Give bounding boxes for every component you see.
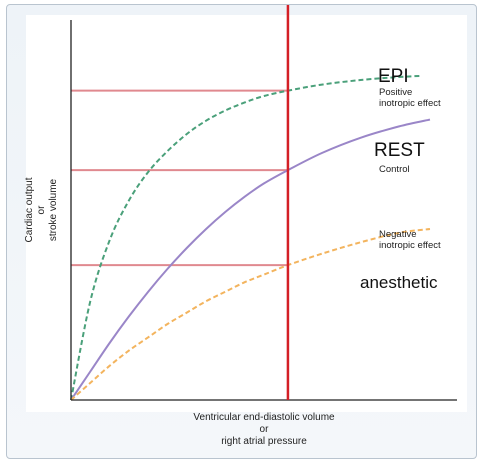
annotation-epi-2: inotropic effect — [379, 98, 441, 109]
curve-epi — [70, 74, 423, 401]
plot-panel — [26, 15, 467, 412]
annotation-epi-1: Positive — [379, 87, 412, 98]
y-axis-title-line-3: stroke volume — [48, 178, 59, 241]
annotation-anesthetic-2: inotropic effect — [379, 240, 441, 251]
annotation-rest-1: Control — [379, 164, 410, 175]
y-axis-title-line-2: or — [36, 205, 47, 215]
label-rest: REST — [374, 140, 425, 161]
axes — [70, 20, 457, 401]
annotation-anesthetic-1: Negative — [379, 229, 417, 240]
label-anesthetic: anesthetic — [360, 273, 438, 292]
x-axis-title-line-2: or — [260, 424, 270, 435]
label-epi: EPI — [378, 66, 409, 87]
curves — [70, 74, 431, 401]
axis-titles: Ventricular end-diastolic volumeorright … — [24, 177, 335, 447]
x-axis-title-line-3: right atrial pressure — [221, 436, 307, 447]
curve-anesthetic — [70, 228, 431, 401]
x-axis-title-line-1: Ventricular end-diastolic volume — [193, 412, 335, 423]
curve-rest — [70, 118, 431, 401]
y-axis-title-line-1: Cardiac output — [24, 177, 35, 242]
figure-frame — [6, 4, 477, 459]
guide-lines — [71, 89, 288, 267]
